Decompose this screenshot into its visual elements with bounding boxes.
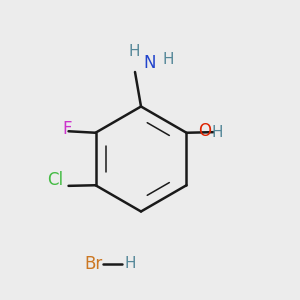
Text: O: O: [198, 122, 211, 140]
Text: H: H: [162, 52, 173, 68]
Text: Cl: Cl: [47, 171, 63, 189]
Text: H: H: [124, 256, 136, 272]
Text: H: H: [129, 44, 140, 59]
Text: Br: Br: [84, 255, 102, 273]
Text: N: N: [143, 54, 156, 72]
Text: H: H: [212, 125, 223, 140]
Text: F: F: [62, 120, 71, 138]
